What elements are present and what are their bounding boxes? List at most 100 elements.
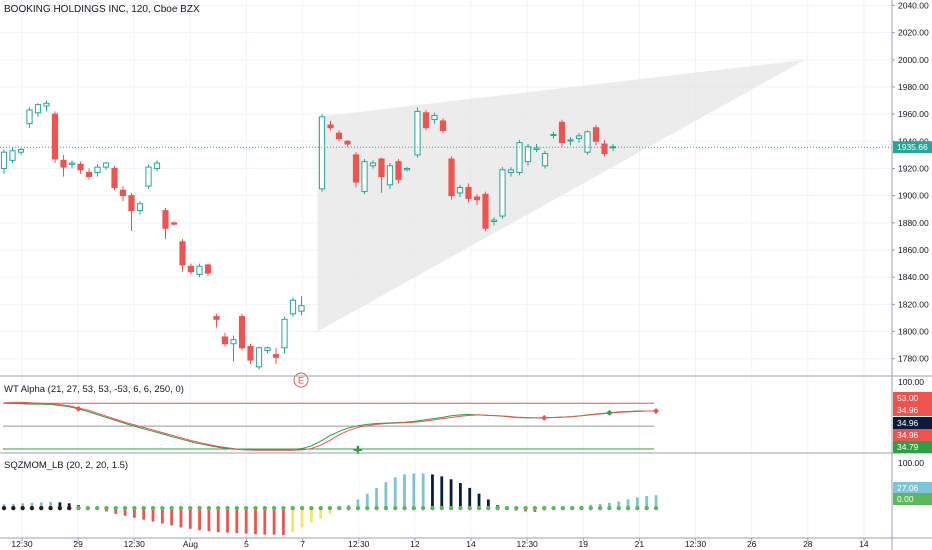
sqz-histogram-bar	[468, 487, 472, 509]
wt-value-badge: 34.96	[897, 405, 919, 415]
sqz-histogram-bar	[207, 508, 211, 532]
candle-body	[327, 124, 334, 129]
candle-body	[111, 167, 118, 188]
wt-value-badge: 34.96	[897, 430, 919, 440]
sqz-zero-dot	[495, 505, 500, 511]
sqz-zero-dot	[299, 505, 305, 511]
candle-body	[26, 109, 33, 125]
candle-body	[386, 165, 394, 186]
candle-body	[153, 162, 161, 169]
candle-body	[361, 161, 368, 193]
sqz-zero-dot	[206, 505, 212, 511]
sqz-zero-dot	[365, 505, 370, 511]
candle-body	[230, 339, 237, 345]
wt-cross-marker	[606, 409, 613, 416]
wt-value-badge-bg	[893, 417, 932, 429]
sqz-value-badge-bg	[893, 493, 932, 505]
candle-body	[43, 102, 50, 107]
candle-body	[119, 189, 127, 197]
candle-body	[0, 151, 8, 169]
wt-cross-marker	[541, 414, 548, 421]
sqz-zero-dot	[281, 505, 286, 511]
candle-body	[51, 113, 59, 160]
price-axis-label: 1840.00	[898, 272, 929, 282]
candle-body	[344, 140, 351, 145]
sqz-histogram-bar	[170, 508, 174, 526]
candle-body	[264, 347, 271, 352]
sqz-zero-dot	[430, 505, 435, 511]
sqz-zero-dot	[243, 505, 249, 511]
earnings-marker	[293, 372, 309, 388]
sqz-zero-dot	[486, 505, 491, 511]
candle-body	[281, 318, 288, 349]
candle-body	[94, 166, 101, 174]
sqz-zero-dot	[216, 505, 221, 511]
sqz-histogram-bar	[309, 508, 313, 523]
time-axis-label: 19	[579, 539, 589, 549]
candle-body	[85, 172, 93, 178]
sqz-histogram-bar	[459, 483, 462, 509]
sqz-zero-dot	[448, 505, 454, 511]
sqz-histogram-bar	[282, 508, 285, 536]
time-axis-label: 7	[300, 539, 305, 549]
sqz-zero-dot	[588, 505, 593, 511]
sqz-histogram-bar	[21, 503, 25, 509]
candle-body	[567, 139, 574, 142]
sqz-zero-dot	[57, 505, 63, 511]
sqz-histogram-bar	[365, 493, 369, 509]
time-axis-label: 12:30	[685, 539, 707, 549]
sqz-zero-dot	[523, 505, 528, 511]
candle-body	[136, 203, 144, 212]
sqz-zero-dot	[569, 505, 575, 511]
candle-body	[352, 154, 360, 183]
sqz-histogram-bar	[356, 499, 360, 509]
sqz-indicator-label[interactable]: SQZMOM_LB (20, 2, 20, 1.5)	[4, 460, 129, 471]
sqz-zero-dot	[76, 505, 81, 511]
candle-body	[422, 112, 430, 129]
sqz-zero-dot	[644, 505, 649, 511]
wt-pane	[3, 401, 659, 454]
sqz-zero-dot	[94, 505, 100, 511]
candle-body	[60, 159, 67, 168]
candle-body	[456, 187, 464, 194]
candle-body	[431, 114, 438, 121]
price-axis-label: 1820.00	[898, 299, 929, 309]
price-axis-label: 1780.00	[898, 354, 929, 364]
candle-body	[213, 316, 220, 320]
time-axis: 12:30 29 12:30 Aug 5 7 12:30 12 14 12:30 19 21 12:30…	[11, 538, 869, 549]
sqz-zero-dot	[393, 505, 398, 511]
candles: E	[0, 100, 617, 388]
wt-value-badge: 53.00	[897, 393, 919, 403]
candle-body	[255, 347, 263, 368]
sqz-histogram-bar	[645, 496, 649, 509]
sqz-histogram-bar	[440, 476, 444, 509]
candle-body	[17, 148, 25, 153]
sqz-zero-dot	[616, 505, 621, 511]
sqz-zero-dot	[504, 505, 510, 511]
wedge-drawing	[317, 59, 805, 332]
sqz-histogram-bar	[272, 508, 276, 535]
sqz-histogram-bar	[188, 508, 192, 529]
sqz-zero-dot	[607, 505, 612, 511]
time-axis-label: 21	[635, 539, 645, 549]
sqz-zero-dot	[141, 505, 146, 511]
candle-body	[482, 193, 489, 229]
sqz-zero-dot	[560, 505, 566, 511]
wt-value-badge: 34.96	[897, 418, 919, 428]
wt-indicator-label[interactable]: WT Alpha (21, 27, 53, 53, -53, 6, 6, 250…	[4, 384, 184, 395]
sqz-histogram-bar	[412, 473, 416, 509]
sqz-histogram-bar	[300, 508, 304, 528]
sqz-zero-dot	[439, 505, 444, 511]
candle-body	[516, 142, 523, 174]
sqz-histogram-bar	[384, 482, 388, 509]
sqz-zero-dot	[160, 505, 165, 511]
candle-body	[584, 131, 591, 153]
price-axis-label: 1920.00	[898, 163, 929, 173]
sqz-zero-dot	[150, 505, 156, 511]
sqz-histogram-bar	[375, 487, 378, 509]
time-axis-label: 12:30	[11, 539, 33, 549]
sqz-histogram-bar	[393, 477, 397, 509]
time-axis-label: 14	[466, 539, 476, 549]
